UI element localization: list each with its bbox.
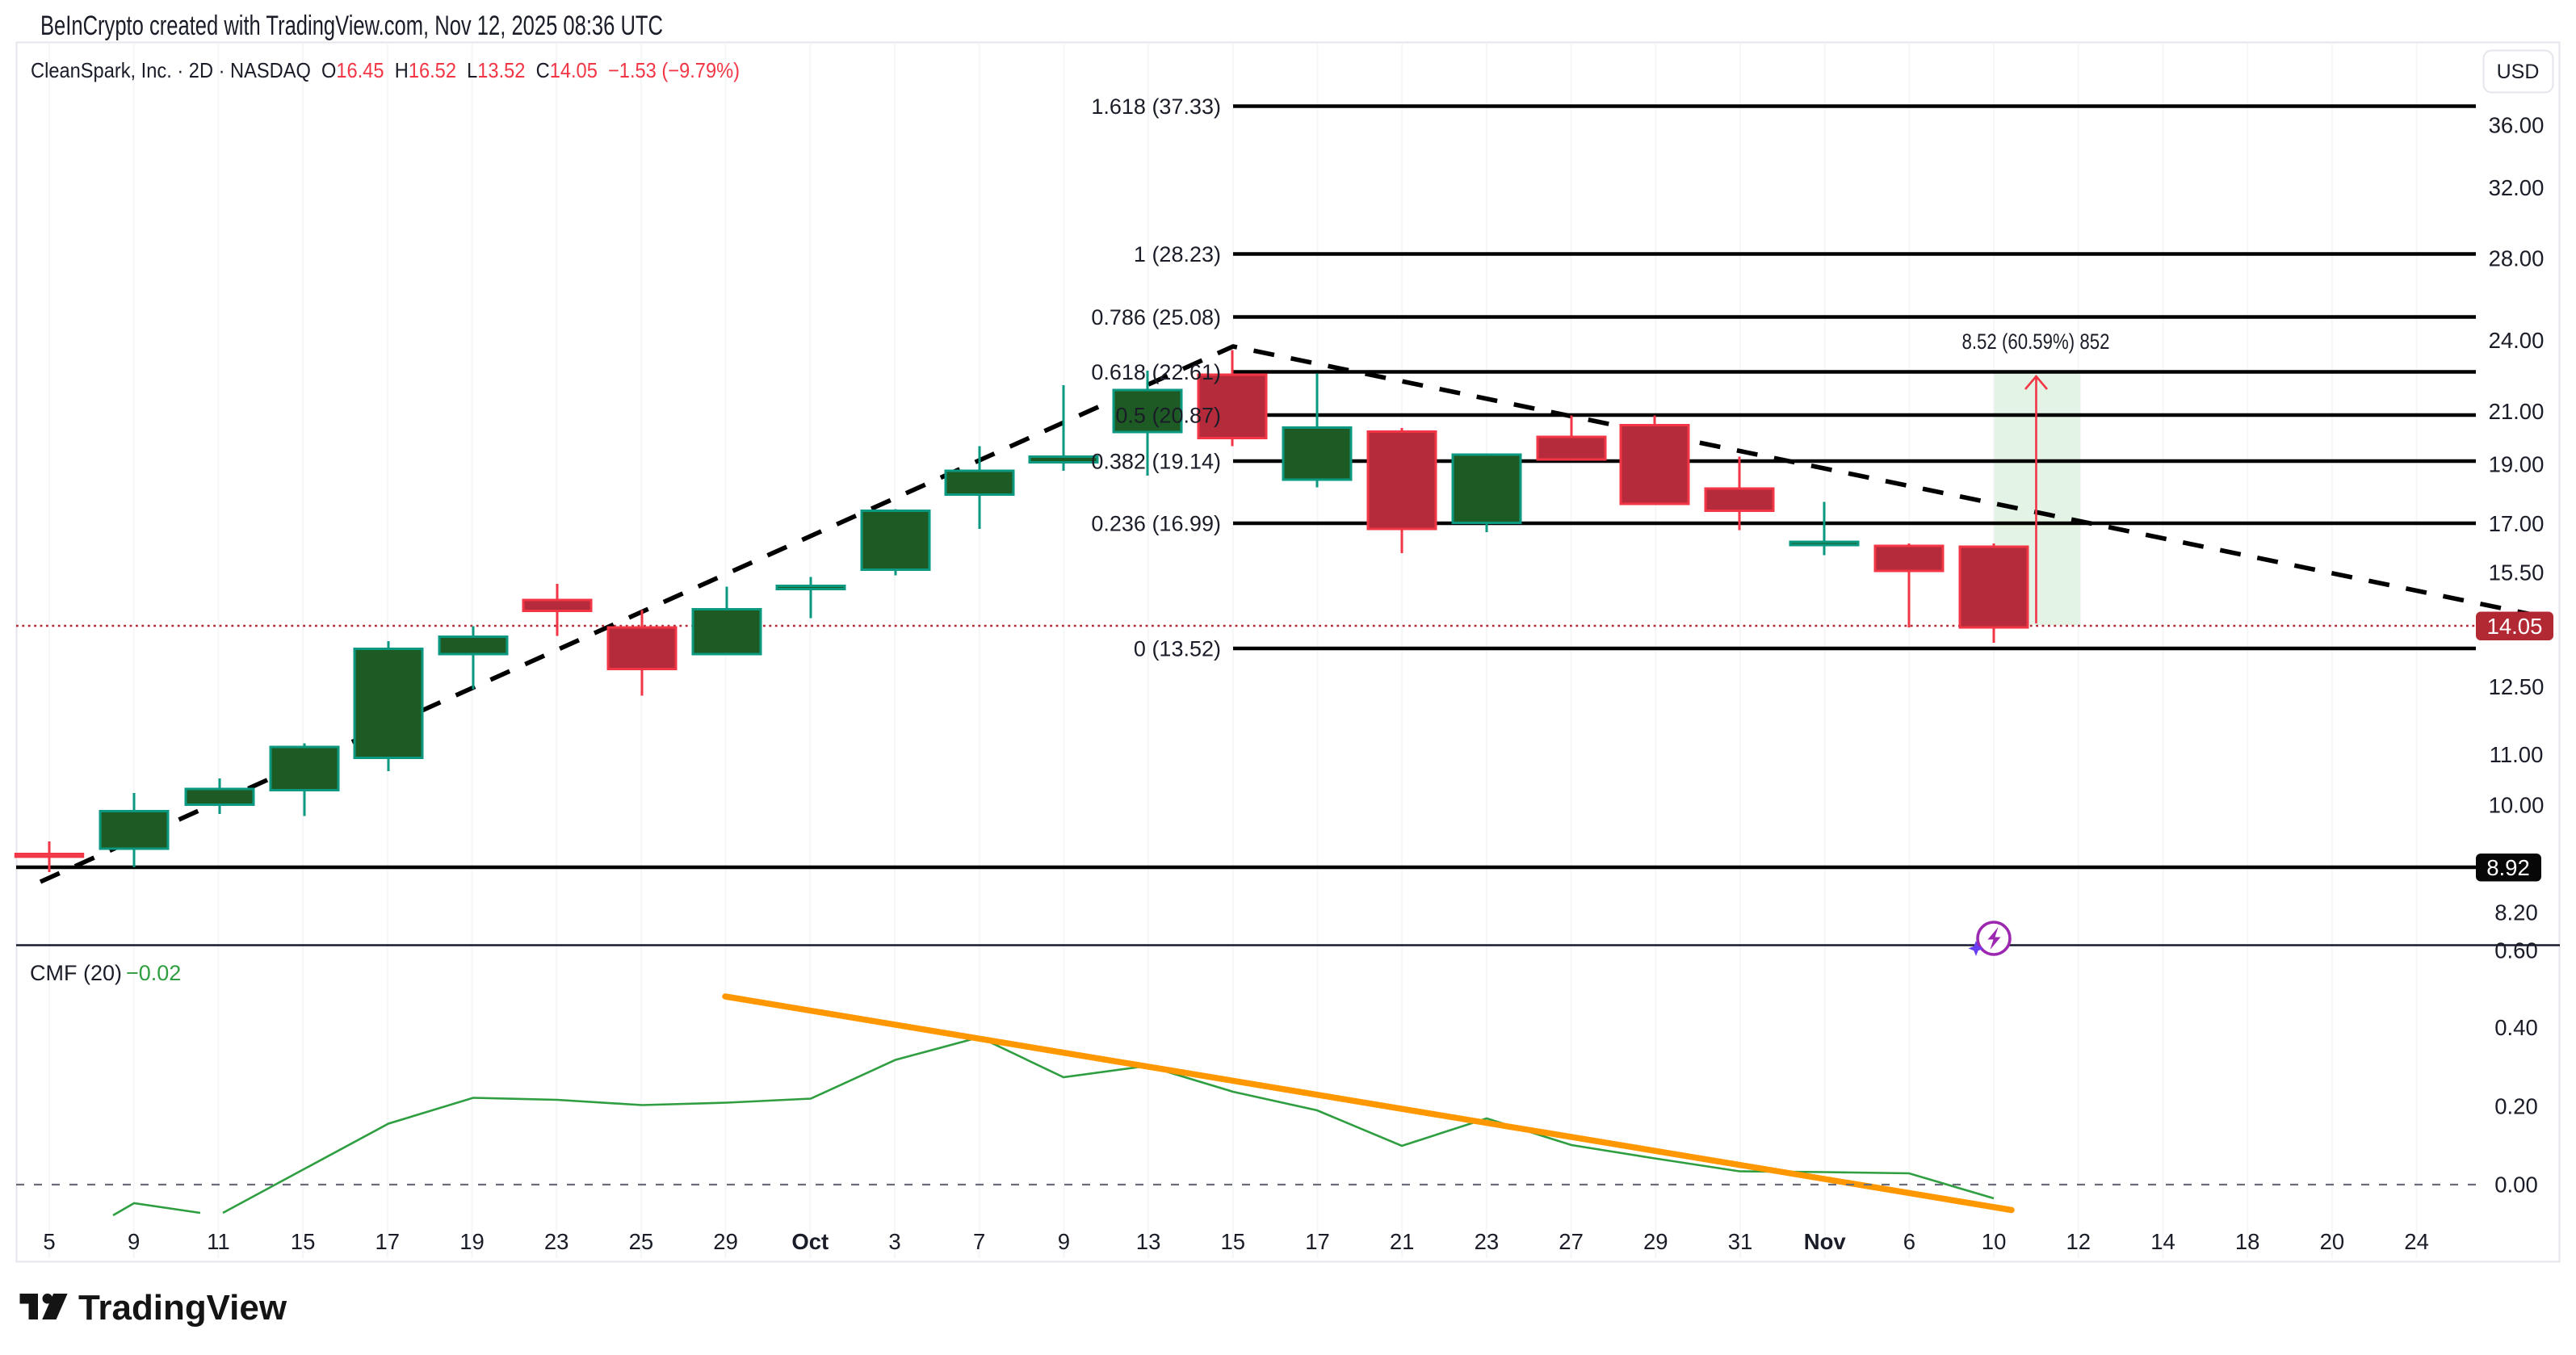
svg-text:21: 21: [1390, 1229, 1415, 1254]
svg-text:19.00: 19.00: [2489, 452, 2545, 477]
svg-text:29: 29: [713, 1229, 738, 1254]
svg-text:15: 15: [1221, 1229, 1246, 1254]
svg-text:Nov: Nov: [1804, 1229, 1847, 1254]
svg-text:0 (13.52): 0 (13.52): [1134, 637, 1221, 661]
svg-text:0.618 (22.61): 0.618 (22.61): [1091, 360, 1221, 384]
svg-text:17: 17: [375, 1229, 401, 1254]
svg-text:9: 9: [1058, 1229, 1070, 1254]
svg-text:25: 25: [629, 1229, 654, 1254]
svg-text:19: 19: [459, 1229, 485, 1254]
svg-text:10: 10: [1982, 1229, 2007, 1254]
svg-text:24.00: 24.00: [2489, 328, 2545, 353]
svg-text:17.00: 17.00: [2489, 511, 2545, 536]
svg-text:28.00: 28.00: [2489, 246, 2545, 271]
svg-text:8.92: 8.92: [2486, 855, 2530, 880]
svg-text:0.236 (16.99): 0.236 (16.99): [1091, 512, 1221, 536]
svg-text:8.52 (60.59%) 852: 8.52 (60.59%) 852: [1962, 329, 2110, 354]
svg-text:29: 29: [1643, 1229, 1668, 1254]
svg-text:15.50: 15.50: [2489, 560, 2545, 585]
svg-text:36.00: 36.00: [2489, 113, 2545, 138]
svg-text:15: 15: [291, 1229, 316, 1254]
svg-text:12.50: 12.50: [2489, 674, 2545, 699]
svg-text:31: 31: [1728, 1229, 1753, 1254]
svg-text:6: 6: [1903, 1229, 1915, 1254]
svg-text:USD: USD: [2497, 61, 2540, 83]
svg-text:14.05: 14.05: [2487, 614, 2543, 639]
svg-text:0.5 (20.87): 0.5 (20.87): [1115, 404, 1221, 428]
svg-text:10.00: 10.00: [2489, 793, 2545, 818]
svg-text:CleanSpark, Inc. · 2D · NASDAQ: CleanSpark, Inc. · 2D · NASDAQ O16.45 H1…: [31, 58, 740, 82]
svg-text:0.40: 0.40: [2494, 1015, 2538, 1040]
svg-text:−0.02: −0.02: [126, 961, 181, 985]
svg-text:23: 23: [544, 1229, 569, 1254]
svg-text:3: 3: [888, 1229, 900, 1254]
svg-text:11.00: 11.00: [2490, 742, 2544, 767]
svg-text:12: 12: [2066, 1229, 2091, 1254]
svg-text:27: 27: [1559, 1229, 1584, 1254]
svg-text:21.00: 21.00: [2489, 399, 2545, 424]
svg-text:20: 20: [2320, 1229, 2345, 1254]
svg-text:Oct: Oct: [791, 1229, 829, 1254]
svg-text:1 (28.23): 1 (28.23): [1134, 242, 1221, 266]
svg-text:0.00: 0.00: [2494, 1173, 2538, 1198]
svg-text:11: 11: [207, 1229, 230, 1254]
svg-text:BeInCrypto created with Tradin: BeInCrypto created with TradingView.com,…: [40, 10, 663, 41]
svg-text:32.00: 32.00: [2489, 175, 2545, 200]
svg-text:0.20: 0.20: [2494, 1094, 2538, 1119]
svg-text:5: 5: [43, 1229, 55, 1254]
svg-text:TradingView: TradingView: [78, 1288, 287, 1328]
svg-text:13: 13: [1136, 1229, 1161, 1254]
svg-text:0.786 (25.08): 0.786 (25.08): [1091, 305, 1221, 329]
svg-text:18: 18: [2235, 1229, 2260, 1254]
svg-text:17: 17: [1305, 1229, 1330, 1254]
svg-text:23: 23: [1475, 1229, 1500, 1254]
svg-text:14: 14: [2150, 1229, 2175, 1254]
svg-text:0.60: 0.60: [2494, 938, 2538, 963]
svg-text:24: 24: [2404, 1229, 2429, 1254]
svg-text:9: 9: [128, 1229, 140, 1254]
svg-text:CMF (20): CMF (20): [30, 961, 122, 985]
svg-text:0.382 (19.14): 0.382 (19.14): [1091, 450, 1221, 474]
svg-text:1.618 (37.33): 1.618 (37.33): [1091, 94, 1221, 119]
svg-text:7: 7: [973, 1229, 985, 1254]
svg-text:8.20: 8.20: [2494, 900, 2538, 925]
